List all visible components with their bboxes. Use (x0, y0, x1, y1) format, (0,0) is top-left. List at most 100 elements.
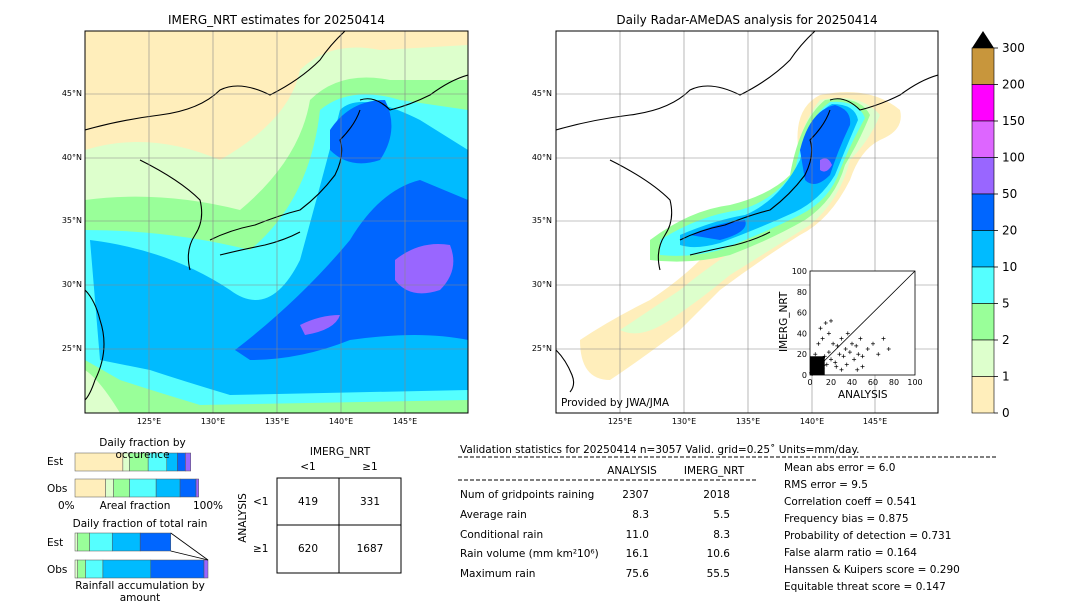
colorbar-segment (971, 303, 995, 341)
scatter-point (811, 367, 816, 372)
right-map-field (556, 31, 938, 413)
score-line: RMS error = 9.5 (784, 479, 868, 491)
rain-bar-segment (111, 532, 141, 552)
colorbar-segment (971, 376, 995, 414)
occurrence-bar-segment (155, 478, 181, 498)
scatter-point (886, 347, 891, 351)
colorbar-extend-arrow (972, 31, 994, 48)
score-line: False alarm ratio = 0.164 (784, 547, 917, 559)
left-lon-145: 145°E (392, 417, 418, 426)
rain-bar-connector (170, 532, 209, 561)
colorbar-tick-label: 300 (1002, 41, 1025, 55)
rain-bar-segment (139, 532, 172, 552)
rain-bar-connector (170, 550, 209, 561)
occurrence-bar-segment (105, 478, 114, 498)
rain-title: Daily fraction of total rain (72, 518, 208, 530)
scatter-ylabel: IMERG_NRT (778, 291, 790, 352)
scatter-point (844, 362, 849, 367)
scatter-point (845, 331, 850, 336)
scatter-point (858, 336, 863, 341)
colorbar-tick-label: 2 (1002, 333, 1010, 347)
scatter-point (829, 357, 833, 362)
score-line: Mean abs error = 6.0 (784, 462, 896, 474)
colorbar-tick-label: 150 (1002, 114, 1025, 128)
colorbar-segment (971, 339, 995, 377)
scatter-point (871, 341, 875, 346)
rain-bar-segment (102, 559, 152, 579)
colorbar-tick-label: 200 (1002, 78, 1025, 92)
score-line: Hanssen & Kuipers score = 0.290 (784, 564, 960, 576)
scatter-x-tick: 80 (889, 378, 899, 387)
scatter-point (817, 365, 822, 370)
stats-row-imerg: 5.5 (713, 509, 730, 521)
scatter-point (818, 326, 823, 331)
colorbar (971, 47, 995, 414)
scatter-point (814, 364, 819, 369)
ct-cell-10: 620 (297, 543, 319, 555)
right-lon-140: 140°E (799, 417, 825, 426)
right-lat-25: 25°N (531, 344, 552, 353)
rain-bar-segment (85, 559, 104, 579)
rain-bar-segment (77, 559, 86, 579)
occurrence-bar-segment (185, 452, 191, 472)
occurrence-bar-segment (195, 478, 199, 498)
scatter-point (814, 357, 819, 362)
credit-text: Provided by JWA/JMA (561, 397, 670, 409)
scatter-point (839, 336, 844, 341)
stats-row-imerg: 10.6 (706, 548, 730, 560)
stats-row-imerg: 2018 (703, 489, 730, 501)
scatter-y-tick: 100 (792, 267, 807, 276)
scatter-dense-cluster (810, 356, 825, 375)
colorbar-tick-label: 5 (1002, 297, 1010, 311)
scatter-y-tick: 20 (797, 350, 807, 359)
left-lon-135: 135°E (264, 417, 290, 426)
left-lat-35: 35°N (61, 216, 82, 225)
left-lon-125: 125°E (136, 417, 162, 426)
right-map-title: Daily Radar-AMeDAS analysis for 20250414 (616, 13, 878, 27)
scatter-diagonal (809, 270, 916, 376)
stats-row-imerg: 8.3 (713, 529, 730, 541)
scatter-point (820, 366, 825, 371)
rain-bar-segment (89, 532, 113, 552)
stats-row-label: Num of gridpoints raining (460, 489, 595, 501)
ct-row-ge1: ≥1 (253, 543, 269, 555)
left-map-title: IMERG_NRT estimates for 20250414 (168, 13, 385, 27)
rain-label-est: Est (47, 537, 64, 549)
scatter-point (856, 352, 861, 357)
scatter-point (823, 321, 828, 325)
right-lat-35: 35°N (531, 216, 552, 225)
rain-bar-segment (150, 559, 205, 579)
scatter-point (818, 360, 823, 365)
stats-row-analysis: 75.6 (625, 568, 649, 580)
left-lat-45: 45°N (61, 89, 82, 98)
rain-bar-segment (77, 532, 90, 552)
right-lon-145: 145°E (862, 417, 888, 426)
scatter-point (819, 368, 824, 373)
left-lon-140: 140°E (328, 417, 354, 426)
scatter-point (865, 347, 870, 351)
stats-header: Validation statistics for 20250414 n=305… (460, 444, 860, 456)
occurrence-bars (74, 452, 199, 498)
scatter-point (837, 352, 842, 357)
scatter-point (843, 347, 848, 351)
scatter-point (850, 341, 854, 346)
right-lat-45: 45°N (531, 89, 552, 98)
scatter-point (860, 364, 865, 369)
scatter-point (839, 367, 844, 372)
scatter-y-tick: 60 (797, 309, 807, 318)
occ-title: Daily fraction by occurence (99, 437, 186, 461)
colorbar-tick-label: 50 (1002, 187, 1017, 201)
colorbar-segment (971, 193, 995, 231)
scatter-point (881, 336, 886, 341)
scatter-y-tick: 0 (802, 371, 807, 380)
scatter-point (813, 352, 818, 357)
colorbar-segment (971, 47, 995, 85)
rain-bar-segment (74, 559, 78, 579)
scatter-point (834, 364, 839, 369)
occ-label-obs: Obs (47, 483, 68, 495)
right-lat-40: 40°N (531, 153, 552, 162)
occurrence-bar-segment (129, 478, 157, 498)
stats-row-label: Conditional rain (460, 529, 544, 541)
